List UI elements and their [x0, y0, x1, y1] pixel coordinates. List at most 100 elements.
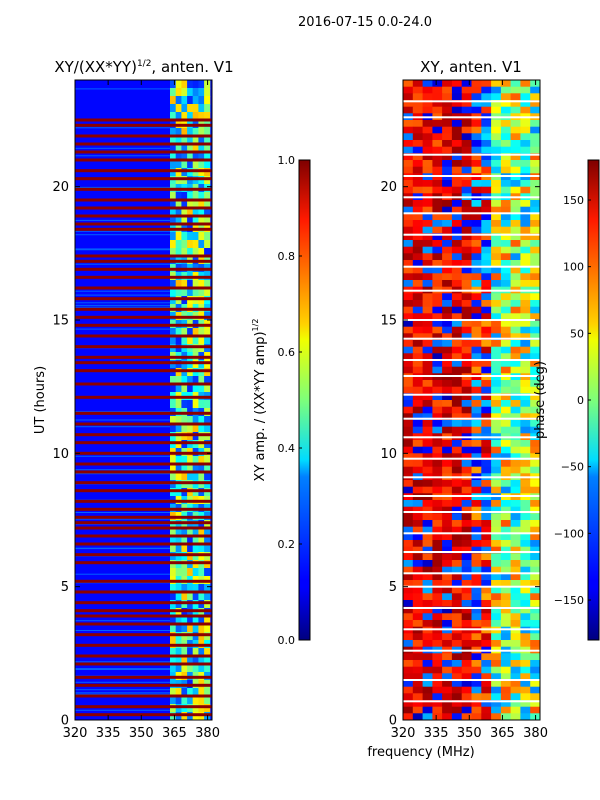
- right-heatmap-cell: [422, 586, 433, 594]
- left-heatmap-cell: [204, 704, 211, 713]
- right-heatmap-cell: [530, 693, 541, 701]
- left-heatmap-cell: [198, 208, 205, 217]
- right-heatmap-cell: [471, 293, 482, 301]
- right-heatmap-cell: [481, 686, 492, 694]
- left-heatmap-cell: [204, 584, 211, 593]
- left-ylabel: UT (hours): [33, 366, 48, 434]
- right-heatmap-cell: [403, 500, 414, 508]
- right-heatmap-cell: [510, 540, 521, 548]
- right-heatmap-cell: [500, 320, 512, 328]
- left-heatmap-cell: [204, 248, 211, 257]
- right-heatmap-cell: [412, 486, 424, 494]
- right-heatmap-cell: [461, 686, 472, 694]
- left-heatmap-cell: [198, 632, 205, 641]
- right-x-axis: 320 335 350 365 380: [391, 80, 548, 741]
- right-flagged-row: [403, 417, 540, 420]
- right-heatmap-cell: [481, 126, 492, 134]
- right-heatmap-cell: [422, 640, 433, 648]
- right-heatmap-cell: [500, 706, 512, 714]
- right-heatmap-cell: [451, 260, 463, 268]
- left-heatmap-cell: [204, 560, 211, 569]
- right-heatmap-cell: [403, 220, 414, 228]
- right-heatmap-cell: [471, 600, 482, 608]
- right-heatmap-cell: [442, 680, 453, 688]
- right-heatmap-cell: [481, 653, 492, 661]
- left-heatmap-cell: [198, 296, 205, 305]
- right-heatmap-cell: [461, 106, 472, 114]
- right-heatmap-cell: [471, 673, 482, 681]
- right-heatmap-cell: [451, 220, 463, 228]
- left-heatmap-cell: [198, 112, 205, 121]
- right-heatmap-cell: [451, 360, 463, 368]
- right-heatmap-cell: [403, 486, 414, 494]
- right-heatmap-cell: [461, 340, 472, 348]
- left-heatmap-cell: [170, 528, 177, 537]
- left-heatmap-cell: [175, 440, 182, 449]
- right-heatmap-cell: [412, 226, 424, 234]
- left-heatmap-cell: [187, 528, 194, 537]
- right-heatmap-cell: [442, 553, 453, 561]
- left-heatmap-texture: [75, 473, 170, 475]
- right-heatmap-cell: [491, 380, 502, 388]
- right-heatmap-cell: [422, 693, 433, 701]
- left-heatmap-cell: [192, 376, 199, 385]
- left-xtick-label: 320: [63, 726, 88, 741]
- right-heatmap-cell: [491, 153, 502, 161]
- right-heatmap-cell: [403, 133, 414, 141]
- right-heatmap-cell: [461, 406, 472, 414]
- right-xlabel: frequency (MHz): [367, 745, 474, 760]
- right-heatmap-cell: [461, 706, 472, 714]
- right-heatmap-cell: [491, 160, 502, 168]
- left-heatmap-cell: [204, 200, 211, 209]
- right-heatmap-cell: [403, 613, 414, 621]
- right-heatmap-cell: [520, 146, 531, 154]
- right-heatmap-cell: [403, 180, 414, 188]
- right-heatmap-cell: [520, 526, 531, 534]
- left-heatmap-texture: [75, 692, 170, 694]
- right-heatmap-cell: [520, 666, 531, 674]
- right-heatmap-cell: [491, 713, 502, 721]
- right-heatmap-cell: [471, 413, 482, 421]
- left-colorbar-ticks: 0.00.20.40.60.81.0: [278, 154, 302, 647]
- left-heatmap-cell: [187, 160, 194, 169]
- right-heatmap-cell: [510, 86, 521, 94]
- right-heatmap-cell: [442, 320, 453, 328]
- left-title: XY/(XX*YY)1/2, anten. V1: [54, 58, 233, 76]
- right-heatmap-cell: [432, 313, 443, 321]
- left-heatmap-cell: [198, 600, 205, 609]
- right-heatmap-cell: [491, 86, 502, 94]
- left-heatmap-cell: [187, 544, 194, 553]
- right-heatmap-cell: [442, 386, 453, 394]
- right-heatmap-cell: [412, 180, 424, 188]
- right-heatmap-cell: [403, 540, 414, 548]
- right-heatmap-cell: [412, 320, 424, 328]
- right-heatmap-cell: [432, 553, 443, 561]
- right-heatmap-cell: [491, 453, 502, 461]
- right-heatmap-cell: [422, 520, 433, 528]
- right-heatmap-cell: [451, 273, 463, 281]
- right-heatmap-cell: [461, 206, 472, 214]
- right-heatmap-cell: [451, 546, 463, 554]
- right-heatmap-cell: [500, 406, 512, 414]
- left-heatmap-cell: [204, 416, 211, 425]
- right-heatmap-cell: [461, 486, 472, 494]
- right-heatmap-cell: [422, 206, 433, 214]
- right-heatmap-cell: [432, 266, 443, 274]
- left-heatmap-cell: [170, 432, 177, 441]
- right-heatmap-cell: [422, 266, 433, 274]
- right-heatmap-cell: [432, 706, 443, 714]
- right-heatmap-cell: [422, 333, 433, 341]
- right-heatmap-cell: [432, 153, 443, 161]
- right-heatmap-cell: [530, 140, 541, 148]
- right-heatmap-cell: [500, 393, 512, 401]
- right-heatmap-cell: [491, 513, 502, 521]
- right-heatmap-cell: [471, 486, 482, 494]
- right-heatmap-cell: [481, 466, 492, 474]
- right-heatmap-cell: [422, 300, 433, 308]
- right-heatmap-cell: [412, 266, 424, 274]
- right-heatmap-cell: [403, 80, 414, 88]
- left-heatmap-cell: [181, 552, 188, 561]
- right-heatmap-cell: [510, 293, 521, 301]
